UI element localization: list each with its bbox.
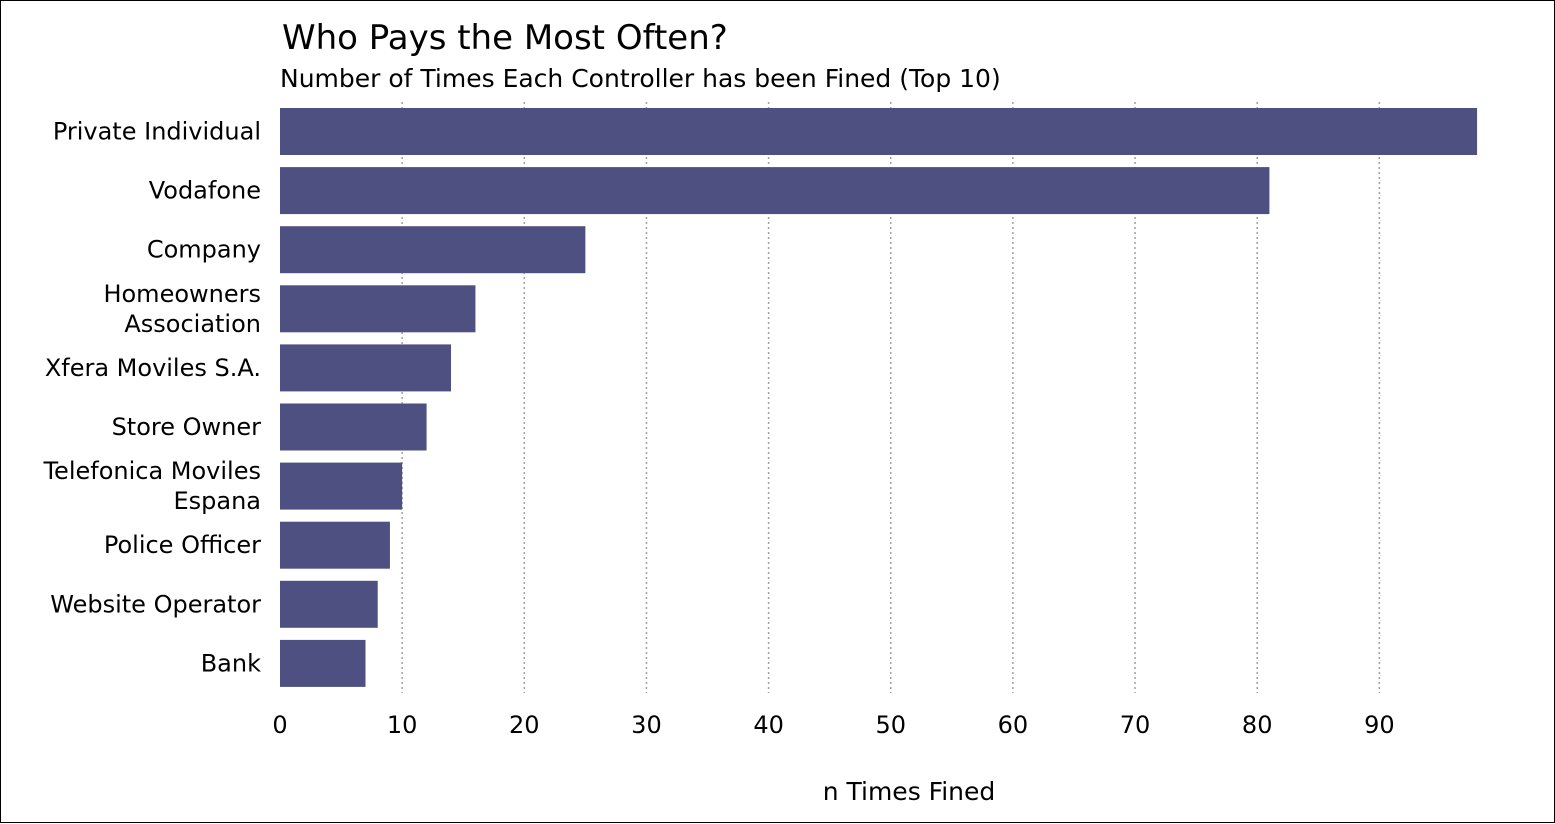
category-label: Store Owner [112,413,262,441]
chart-title: Who Pays the Most Often? [282,18,728,58]
category-label: Company [147,236,261,264]
x-tick-label: 70 [1120,711,1151,739]
x-tick-label: 60 [998,711,1029,739]
x-tick-label: 30 [631,711,662,739]
bar [280,462,403,510]
x-tick-label: 90 [1364,711,1395,739]
bar [280,580,378,628]
category-label: Association [124,310,261,338]
category-label: Espana [173,487,261,515]
bar [280,639,366,687]
x-tick-label: 20 [509,711,540,739]
bar [280,226,586,274]
bar [280,344,452,392]
x-tick-label: 40 [753,711,784,739]
x-tick-label: 0 [272,711,287,739]
bars [280,108,1478,687]
x-tick-label: 80 [1242,711,1273,739]
category-label: Police Officer [104,531,261,559]
category-label: Bank [201,649,261,677]
category-label: Telefonica Moviles [42,457,261,485]
category-label: Private Individual [53,118,261,146]
bar [280,403,427,451]
x-axis-label: n Times Fined [823,777,996,806]
category-label: Xfera Moviles S.A. [45,354,261,382]
bar [280,108,1478,155]
bar [280,285,476,333]
category-label: Website Operator [50,590,261,618]
x-tick-label: 50 [875,711,906,739]
bar [280,521,390,569]
category-labels: Private Individual Vodafone Company Homeown… [42,118,261,678]
category-label: Vodafone [149,177,261,205]
x-tick-label: 10 [387,711,418,739]
bar [280,167,1270,215]
grid-lines [401,102,1381,693]
x-tick-labels: 0 10 20 30 40 50 60 70 80 90 [272,711,1394,739]
chart-subtitle: Number of Times Each Controller has been… [280,64,1001,93]
category-label: Homeowners [103,280,261,308]
